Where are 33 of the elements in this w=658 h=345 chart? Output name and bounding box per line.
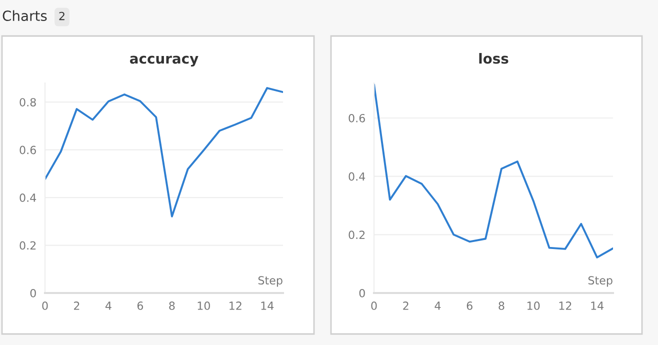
text: 2	[59, 12, 64, 20]
x-axis-title: Step	[588, 276, 612, 287]
x-tick-label: 12	[559, 302, 572, 310]
y-tick-label: 0.8	[20, 98, 36, 106]
chart-title: accuracy	[130, 56, 198, 67]
line-series	[374, 83, 613, 258]
line-series	[45, 87, 283, 218]
x-tick-label: 8	[169, 302, 175, 310]
chart-title: loss	[479, 53, 508, 64]
x-tick-label: 6	[466, 302, 472, 310]
y-tick-label: 0.4	[348, 172, 366, 181]
y-tick-label: 0	[359, 288, 365, 298]
text: Charts	[2, 10, 47, 22]
y-tick-label: 0.2	[20, 241, 36, 250]
x-tick-label: 2	[74, 302, 80, 310]
x-tick-label: 14	[591, 302, 604, 310]
x-tick-label: 12	[230, 302, 242, 310]
x-tick-label: 10	[198, 302, 210, 310]
y-tick-label: 0.6	[348, 114, 365, 122]
y-tick-label: 0.6	[20, 146, 36, 154]
y-tick-label: 0.2	[348, 230, 365, 240]
x-tick-label: 2	[403, 302, 408, 310]
y-tick-label: 0	[30, 288, 36, 298]
x-tick-label: 6	[137, 302, 144, 310]
x-tick-label: 8	[498, 302, 504, 310]
x-axis-title: Step	[258, 276, 282, 287]
y-tick-label: 0.4	[20, 194, 36, 202]
x-tick-label: 4	[105, 302, 112, 310]
x-tick-label: 0	[42, 302, 48, 310]
x-tick-label: 0	[371, 302, 377, 310]
x-tick-label: 14	[261, 302, 274, 310]
x-tick-label: 4	[434, 302, 441, 310]
x-tick-label: 10	[527, 302, 540, 310]
